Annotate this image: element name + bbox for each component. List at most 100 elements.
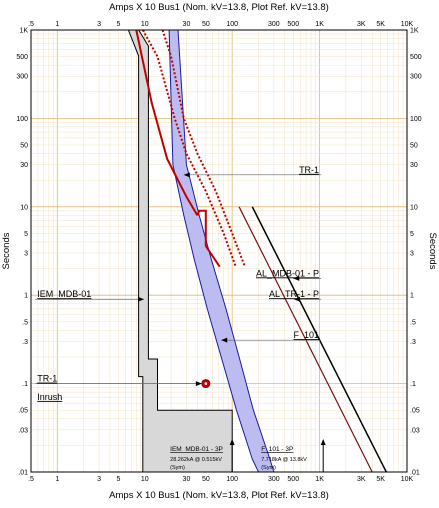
x-tick-label-bottom: 100 bbox=[226, 476, 238, 483]
y-tick-label-left: .1 bbox=[22, 381, 28, 388]
label-arrowhead bbox=[294, 296, 301, 302]
x-tick-label-top: 5K bbox=[376, 21, 385, 28]
x-tick-label-bottom: 3 bbox=[97, 476, 101, 483]
series-group bbox=[127, 29, 387, 473]
x-tick-label-top: 1K bbox=[315, 21, 324, 28]
x-tick-label-top: 5 bbox=[116, 21, 120, 28]
curve-label: TR-1 bbox=[299, 165, 319, 175]
series-iem-band bbox=[127, 29, 233, 473]
fault-title: F_101 - 3P bbox=[261, 446, 293, 453]
y-tick-label-left: 30 bbox=[20, 162, 28, 169]
y-tick-label-right: 5 bbox=[410, 231, 414, 238]
y-tick-label-left: 1 bbox=[24, 293, 28, 300]
fault-detail: (Sym) bbox=[170, 465, 185, 471]
ticks: .5 .5 1 1 3 3 5 5 10 10 30 30 50 50 100 100 300 300 500 500… bbox=[16, 21, 421, 483]
x-tick-label-top: 3K bbox=[357, 21, 366, 28]
series-al-tr1-p bbox=[238, 206, 373, 473]
fault-detail: (Sym) bbox=[261, 465, 276, 471]
label-arrowhead bbox=[221, 337, 228, 343]
y-tick-label-right: 1 bbox=[410, 293, 414, 300]
curve-label: AL_TR-1 - P bbox=[269, 289, 319, 299]
x-tick-label-bottom: 10K bbox=[401, 476, 414, 483]
y-tick-label-right: .3 bbox=[410, 339, 416, 346]
y-tick-label-right: .03 bbox=[410, 427, 420, 434]
y-tick-label-right: 50 bbox=[410, 143, 418, 150]
fault-annotations: IEM_MDB-01 - 3P 28.262kA @ 0.515kV (Sym) F_… bbox=[170, 439, 326, 472]
fault-detail: 7.718kA @ 13.8kV bbox=[261, 457, 307, 463]
y-tick-label-right: 30 bbox=[410, 162, 418, 169]
plot-area bbox=[31, 30, 407, 472]
series-tr1-dotted-b bbox=[161, 29, 246, 268]
y-tick-label-right: .1 bbox=[410, 381, 416, 388]
y-tick-label-right: .5 bbox=[410, 319, 416, 326]
fault-arrowhead bbox=[229, 439, 235, 445]
curve-label: TR-1 bbox=[37, 374, 57, 384]
series-al-mdb01-p bbox=[251, 206, 387, 473]
y-tick-label-left: .01 bbox=[18, 470, 28, 477]
curve-label: AL_MDB-01 - P bbox=[256, 268, 319, 278]
x-tick-label-bottom: 5K bbox=[376, 476, 385, 483]
y-tick-label-left: .3 bbox=[22, 339, 28, 346]
x-tick-label-bottom: 1 bbox=[55, 476, 59, 483]
x-tick-label-top: 300 bbox=[268, 21, 280, 28]
x-tick-label-top: 3 bbox=[97, 21, 101, 28]
y-tick-label-left: 500 bbox=[16, 54, 28, 61]
fault-title: IEM_MDB-01 - 3P bbox=[170, 446, 223, 453]
y-tick-label-left: .05 bbox=[18, 408, 28, 415]
curve-label: Inrush bbox=[37, 392, 62, 402]
x-tick-label-bottom: 300 bbox=[268, 476, 280, 483]
y-tick-label-left: 50 bbox=[20, 143, 28, 150]
x-tick-label-top: .5 bbox=[28, 21, 34, 28]
x-tick-label-top: 100 bbox=[226, 21, 238, 28]
y-axis-label-left: Seconds bbox=[1, 232, 12, 269]
y-tick-label-left: 3 bbox=[24, 251, 28, 258]
x-tick-label-bottom: 10 bbox=[141, 476, 149, 483]
y-tick-label-right: 500 bbox=[410, 54, 422, 61]
x-tick-label-bottom: 3K bbox=[357, 476, 366, 483]
x-tick-label-top: 50 bbox=[202, 21, 210, 28]
x-tick-label-top: 500 bbox=[287, 21, 299, 28]
y-tick-label-left: 100 bbox=[16, 116, 28, 123]
x-tick-label-bottom: 500 bbox=[287, 476, 299, 483]
x-tick-label-top: 1 bbox=[55, 21, 59, 28]
x-tick-label-bottom: 50 bbox=[202, 476, 210, 483]
label-arrowhead bbox=[137, 296, 144, 302]
x-tick-label-bottom: 5 bbox=[116, 476, 120, 483]
curve-label: IEM_MDB-01 bbox=[37, 289, 91, 299]
y-tick-label-right: 300 bbox=[410, 74, 422, 81]
series-tr1-damage bbox=[135, 29, 199, 216]
y-axis-label-right: Seconds bbox=[427, 233, 438, 270]
label-arrowhead bbox=[195, 381, 202, 387]
x-tick-label-bottom: .5 bbox=[28, 476, 34, 483]
y-tick-label-right: 1K bbox=[410, 28, 419, 35]
label-arrowhead bbox=[183, 172, 190, 178]
curve-label: F_101 bbox=[294, 330, 320, 340]
y-tick-label-right: 3 bbox=[410, 251, 414, 258]
y-tick-label-left: 300 bbox=[16, 74, 28, 81]
x-tick-label-top: 10K bbox=[401, 21, 414, 28]
y-tick-label-right: .05 bbox=[410, 408, 420, 415]
label-arrowhead bbox=[293, 275, 300, 281]
y-tick-label-right: 10 bbox=[410, 204, 418, 211]
x-tick-label-bottom: 30 bbox=[183, 476, 191, 483]
y-tick-label-left: 5 bbox=[24, 231, 28, 238]
y-tick-label-left: .03 bbox=[18, 427, 28, 434]
fault-detail: 28.262kA @ 0.515kV bbox=[170, 457, 222, 463]
y-tick-label-left: 1K bbox=[19, 28, 28, 35]
fault-arrowhead bbox=[320, 439, 326, 445]
chart-title-top: Amps X 10 Bus1 (Nom. kV=13.8, Plot Ref. … bbox=[109, 2, 329, 13]
x-tick-label-top: 30 bbox=[183, 21, 191, 28]
point-tr1-inrush-center bbox=[204, 382, 208, 385]
y-tick-label-right: .01 bbox=[410, 470, 420, 477]
y-tick-label-right: 100 bbox=[410, 116, 422, 123]
y-tick-label-left: .5 bbox=[22, 319, 28, 326]
plot-frame bbox=[30, 29, 408, 473]
y-tick-label-left: 10 bbox=[20, 204, 28, 211]
x-tick-label-bottom: 1K bbox=[315, 476, 324, 483]
series-tr1-step bbox=[196, 209, 221, 268]
chart-title-bottom: Amps X 10 Bus1 (Nom. kV=13.8, Plot Ref. … bbox=[109, 490, 329, 501]
x-tick-label-top: 10 bbox=[141, 21, 149, 28]
curve-labels: TR-1 AL_MDB-01 - P AL_TR-1 - P F_101 IEM_MDB… bbox=[35, 165, 322, 402]
